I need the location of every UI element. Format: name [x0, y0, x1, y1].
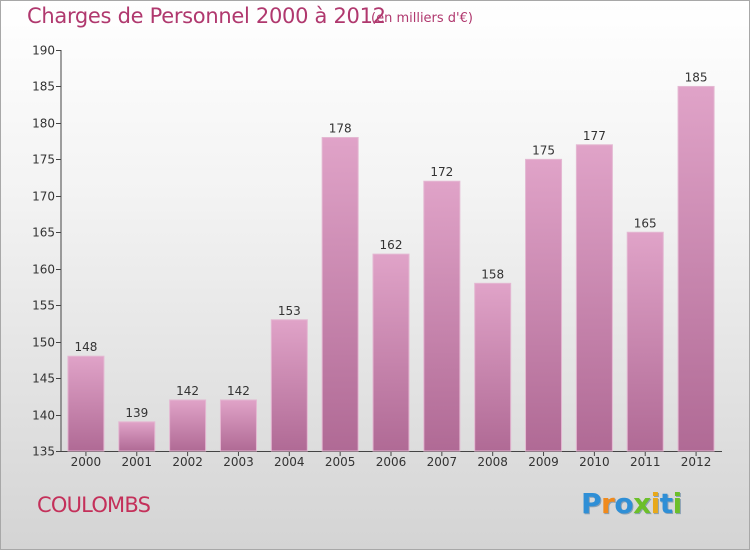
- x-tick-label: 2006: [376, 455, 407, 469]
- bar-value-label: 178: [329, 121, 352, 135]
- bar-value-label: 177: [583, 129, 606, 143]
- x-tick-label: 2004: [274, 455, 305, 469]
- bar-value-label: 185: [685, 70, 708, 84]
- bar-2007: [423, 180, 461, 452]
- bar-2003: [219, 399, 257, 452]
- y-tick-label: 190: [32, 44, 55, 58]
- y-tick-label: 185: [32, 80, 55, 94]
- x-tick-label: 2002: [172, 455, 203, 469]
- logo-letter: o: [614, 487, 634, 520]
- x-tick-label: 2000: [71, 455, 102, 469]
- bar-value-label: 165: [634, 216, 657, 230]
- bars: 148 139 142 142 153 178 162 172 158 175 177 165 185: [67, 70, 715, 452]
- logo-letter: P: [581, 487, 602, 520]
- y-tick-label: 180: [32, 117, 55, 131]
- logo-letter: t: [659, 487, 673, 520]
- commune-name: COULOMBS: [37, 493, 151, 517]
- x-axis: 2000 2001 2002 2003 2004 2005 2006 2007 2008 2009…: [61, 451, 722, 469]
- bar-2004: [270, 319, 308, 452]
- y-tick-label: 175: [32, 153, 55, 167]
- bar-value-label: 148: [74, 340, 97, 354]
- logo-letter: i: [672, 487, 683, 520]
- x-tick-label: 2010: [579, 455, 610, 469]
- x-tick-label: 2011: [630, 455, 661, 469]
- bar-value-label: 162: [380, 238, 403, 252]
- bar-2012: [677, 85, 715, 452]
- bar-value-label: 153: [278, 304, 301, 318]
- x-tick-label: 2003: [223, 455, 254, 469]
- bar-value-label: 139: [125, 406, 148, 420]
- bar-2001: [118, 421, 156, 452]
- bar-2006: [372, 253, 410, 452]
- x-tick-label: 2012: [681, 455, 712, 469]
- bar-value-label: 158: [481, 267, 504, 281]
- bar-2005: [321, 136, 359, 452]
- y-tick-label: 135: [32, 445, 55, 459]
- bar-2010: [575, 144, 613, 452]
- chart-title: Charges de Personnel 2000 à 2012: [27, 4, 386, 28]
- bar-value-label: 172: [430, 165, 453, 179]
- y-tick-label: 140: [32, 409, 55, 423]
- y-tick-label: 145: [32, 372, 55, 386]
- x-tick-label: 2001: [121, 455, 152, 469]
- y-tick-label: 150: [32, 336, 55, 350]
- x-tick-label: 2009: [528, 455, 559, 469]
- chart-subtitle: (en milliers d'€): [371, 11, 473, 26]
- logo-letter: x: [633, 487, 651, 520]
- logo-letter: i: [650, 487, 661, 520]
- y-axis: 135 140 145 150 155 160 165 170 175 180 185 190: [32, 44, 62, 459]
- y-tick-label: 165: [32, 226, 55, 240]
- x-tick-label: 2008: [477, 455, 508, 469]
- x-tick-label: 2007: [427, 455, 458, 469]
- proxiti-logo: Proxiti: [581, 487, 682, 520]
- y-tick-label: 155: [32, 299, 55, 313]
- bar-2009: [525, 158, 563, 452]
- logo-letter: r: [601, 487, 615, 520]
- bar-value-label: 175: [532, 143, 555, 157]
- bar-value-label: 142: [227, 384, 250, 398]
- bar-value-label: 142: [176, 384, 199, 398]
- y-tick-label: 170: [32, 190, 55, 204]
- bar-2011: [626, 231, 664, 452]
- y-tick-label: 160: [32, 263, 55, 277]
- bar-2008: [474, 282, 512, 452]
- x-tick-label: 2005: [325, 455, 356, 469]
- bar-2000: [67, 355, 105, 452]
- bar-2002: [169, 399, 207, 452]
